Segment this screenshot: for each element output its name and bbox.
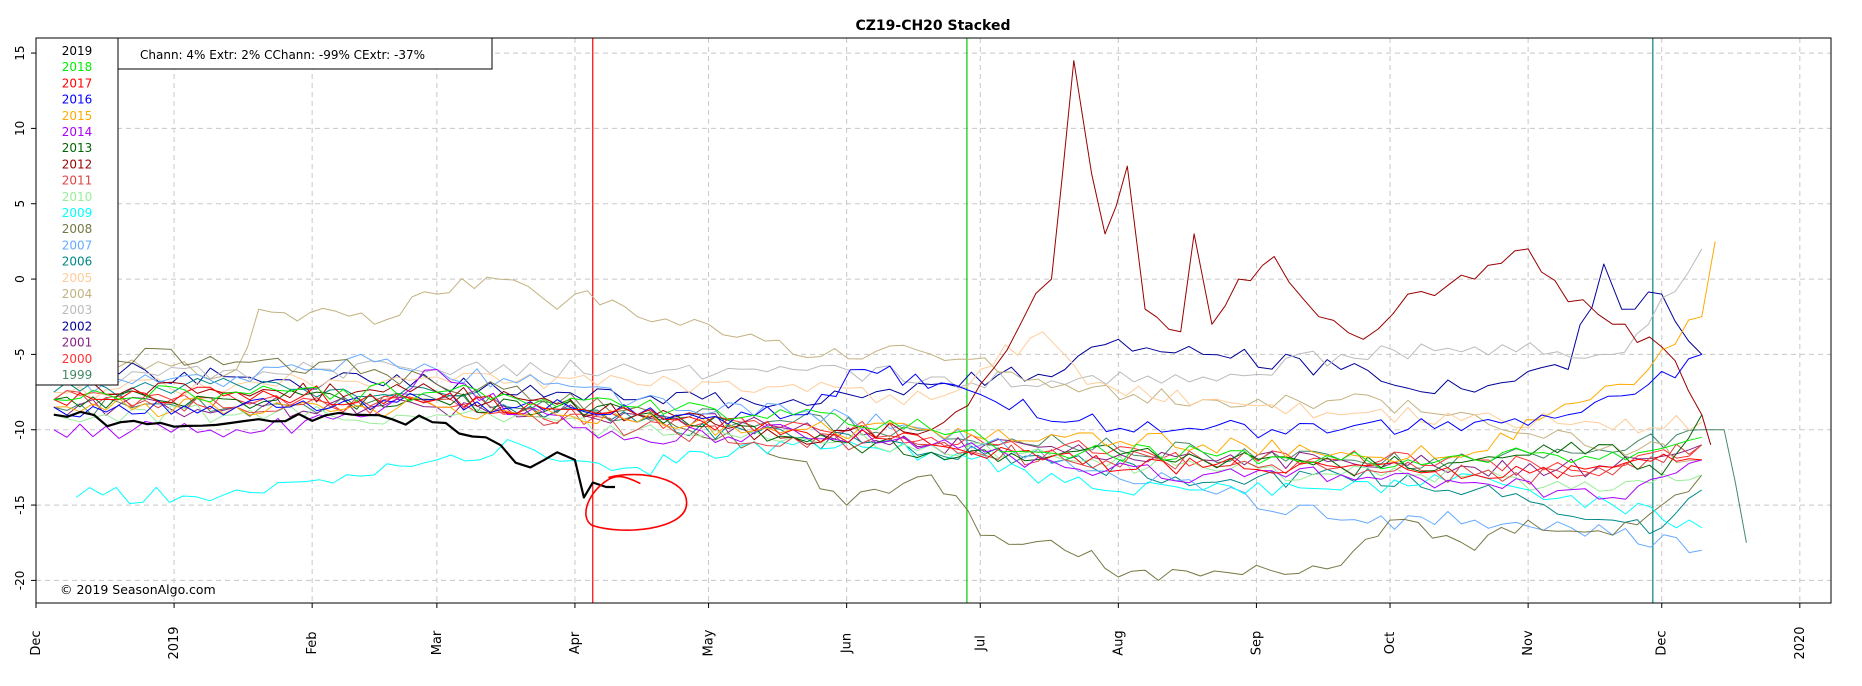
x-tick-label: May xyxy=(702,629,717,656)
x-tick-label: Feb xyxy=(305,631,320,654)
legend: 2019 2018 2017 2016 2015 2014 2013 2012 2011 2010… xyxy=(35,37,119,386)
y-tick-label: 5 xyxy=(13,200,27,208)
x-tick-label: Oct xyxy=(1383,632,1398,654)
series-line-2011 xyxy=(53,390,1703,485)
y-tick-label: 0 xyxy=(13,275,27,283)
legend-entry-2005: 2005 xyxy=(62,271,93,285)
legend-entry-2010: 2010 xyxy=(62,190,93,204)
legend-entry-2003: 2003 xyxy=(62,303,93,317)
legend-entry-2018: 2018 xyxy=(62,60,93,74)
x-tick-label: 2020 xyxy=(1793,626,1808,659)
series-line-2004 xyxy=(53,276,1702,464)
series-line-2016 xyxy=(53,353,1702,439)
hand-drawn-circle xyxy=(585,473,688,531)
legend-entry-2017: 2017 xyxy=(62,76,93,90)
y-tick-label: 15 xyxy=(13,45,27,60)
grid xyxy=(35,38,1831,603)
legend-entry-2013: 2013 xyxy=(62,141,93,155)
legend-entry-2006: 2006 xyxy=(62,255,93,269)
legend-entry-2000: 2000 xyxy=(62,352,93,366)
series-line-2008 xyxy=(53,344,1703,581)
series-line-2002 xyxy=(53,263,1703,409)
series-lines xyxy=(53,60,1747,581)
annotation xyxy=(585,473,688,531)
series-line-2018 xyxy=(53,381,1702,470)
x-tick-label: Nov xyxy=(1521,630,1536,656)
legend-entry-2012: 2012 xyxy=(62,157,93,171)
y-tick-label: -10 xyxy=(13,420,27,440)
y-tick-label: -20 xyxy=(13,571,27,591)
x-tick-label: 2019 xyxy=(167,626,182,659)
series-line-2005 xyxy=(53,331,1703,434)
series-line-2014 xyxy=(53,369,1702,500)
stats-text: Chann: 4% Extr: 2% CChann: -99% CExtr: -… xyxy=(140,48,425,62)
x-tick-label: Dec xyxy=(1655,630,1670,655)
y-tick-label: -15 xyxy=(13,495,27,515)
y-axis: 15 10 5 0 -5 -10 -15 -20 xyxy=(13,45,36,590)
legend-entry-2001: 2001 xyxy=(62,336,93,350)
series-line-2017 xyxy=(53,385,1702,479)
plot-frame xyxy=(35,37,1832,604)
copyright-text: © 2019 SeasonAlgo.com xyxy=(60,582,216,597)
legend-entry-2011: 2011 xyxy=(62,174,93,188)
series-line-2012 xyxy=(53,60,1712,445)
legend-entry-2008: 2008 xyxy=(62,222,93,236)
legend-entry-2014: 2014 xyxy=(62,125,93,139)
y-tick-label: -5 xyxy=(13,348,27,360)
legend-box xyxy=(35,37,119,386)
x-axis: Dec 2019 Feb Mar Apr May Jun Jul Aug Sep Oct Nov Dec… xyxy=(29,603,1808,660)
legend-entry-2015: 2015 xyxy=(62,109,93,123)
stats-box: Chann: 4% Extr: 2% CChann: -99% CExtr: -… xyxy=(117,37,493,70)
series-line-2007 xyxy=(53,353,1702,554)
y-tick-label: 10 xyxy=(13,121,27,136)
x-tick-label: Sep xyxy=(1249,631,1264,656)
vertical-markers xyxy=(592,38,1654,603)
x-tick-label: Dec xyxy=(29,630,44,655)
stats-box-frame xyxy=(117,37,493,70)
series-line-2001 xyxy=(53,396,1702,478)
x-tick-label: Mar xyxy=(430,630,445,655)
legend-entry-2016: 2016 xyxy=(62,93,93,107)
legend-entry-2009: 2009 xyxy=(62,206,93,220)
series-line-2003 xyxy=(53,248,1703,389)
legend-entry-2019: 2019 xyxy=(62,44,93,58)
legend-entry-1999: 1999 xyxy=(62,368,93,382)
legend-entry-2004: 2004 xyxy=(62,287,93,301)
x-tick-label: Apr xyxy=(568,631,583,654)
legend-entry-2007: 2007 xyxy=(62,238,93,252)
x-tick-label: Jul xyxy=(973,635,988,652)
series-line-2019 xyxy=(53,410,615,499)
legend-entry-2002: 2002 xyxy=(62,319,93,333)
series-line-2009 xyxy=(75,438,1703,529)
x-tick-label: Jun xyxy=(840,633,855,654)
x-tick-label: Aug xyxy=(1111,630,1126,655)
chart-title: CZ19-CH20 Stacked xyxy=(855,18,1010,34)
